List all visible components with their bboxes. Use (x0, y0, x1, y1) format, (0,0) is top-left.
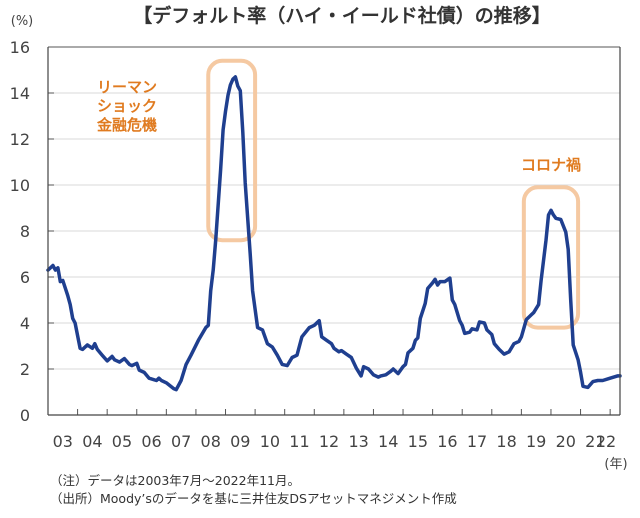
y-tick-label: 2 (20, 360, 30, 379)
x-tick-label: 04 (82, 432, 102, 451)
x-tick-label: 19 (526, 432, 546, 451)
y-tick-label: 4 (20, 314, 30, 333)
y-tick-label: 6 (20, 268, 30, 287)
x-tick-label: 03 (53, 432, 73, 451)
x-tick-label: 21 (585, 432, 605, 451)
x-tick-label: 14 (378, 432, 398, 451)
x-tick-label: 22 (596, 432, 616, 451)
x-tick-label: 13 (348, 432, 368, 451)
x-tick-label: 16 (437, 432, 457, 451)
highlight-box-lehman (206, 58, 258, 243)
x-tick-label: 10 (260, 432, 280, 451)
x-tick-label: 12 (319, 432, 339, 451)
data-period-note: （注）データは2003年7月～2022年11月。 (50, 473, 300, 488)
x-tick-label: 09 (230, 432, 250, 451)
y-tick-label: 16 (10, 38, 30, 57)
annotation-label-lehman: 金融危機 (96, 116, 157, 134)
y-tick-label: 0 (20, 406, 30, 425)
y-axis-unit-label: (%) (11, 14, 34, 29)
x-tick-label: 05 (112, 432, 132, 451)
y-tick-label: 10 (10, 176, 30, 195)
y-tick-label: 8 (20, 222, 30, 241)
y-axis-ticks: 0 2 4 6 8 10 12 14 16 (10, 38, 30, 425)
x-tick-label: 18 (496, 432, 516, 451)
x-tick-label: 07 (171, 432, 191, 451)
annotation-label-covid: コロナ禍 (521, 156, 581, 174)
highlight-box-covid (521, 185, 581, 330)
series-layer (46, 75, 622, 392)
x-tick-label: 17 (467, 432, 487, 451)
y-tick-label: 12 (10, 130, 30, 149)
highlight-boxes (206, 58, 581, 330)
x-tick-label: 11 (289, 432, 309, 451)
x-tick-label: 06 (141, 432, 161, 451)
annotation-label-lehman: リーマン (97, 78, 157, 96)
plot-frame (47, 46, 621, 416)
series-line-default-rate (46, 75, 622, 392)
annotation-label-lehman: ショック (97, 97, 157, 115)
x-axis-unit-label: (年) (604, 457, 627, 472)
y-tick-label: 14 (10, 84, 30, 103)
chart-title: 【デフォルト率（ハイ・イールド社債）の推移】 (133, 4, 551, 27)
x-tick-label: 08 (201, 432, 221, 451)
x-tick-label: 15 (408, 432, 428, 451)
source-note: （出所）Moody’sのデータを基に三井住友DSアセットマネジメント作成 (50, 491, 457, 506)
x-tick-label: 20 (556, 432, 576, 451)
gridlines (48, 92, 620, 370)
